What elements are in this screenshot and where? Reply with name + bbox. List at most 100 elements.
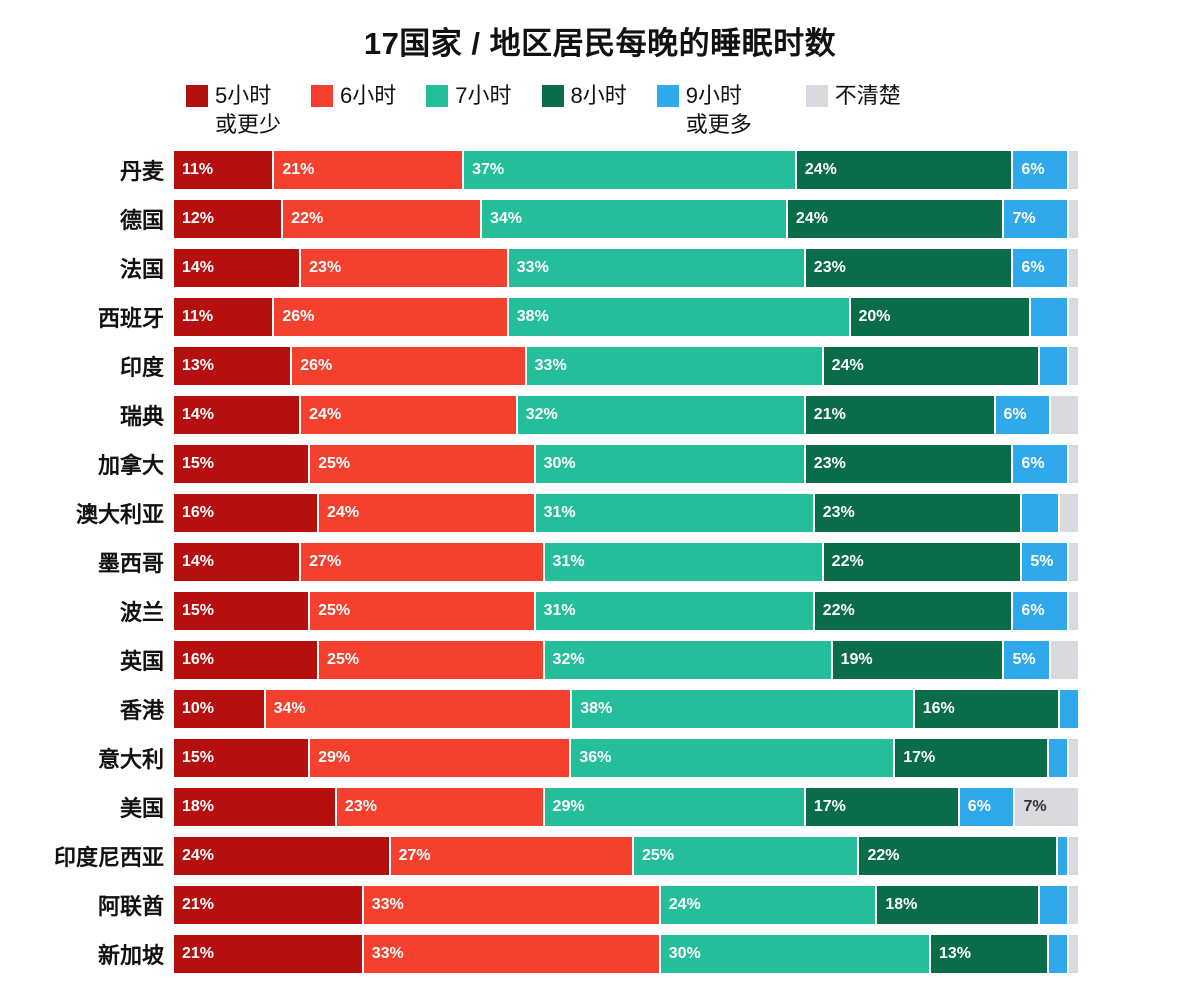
legend-label: 5小时 xyxy=(215,83,272,108)
country-label: 英国 xyxy=(119,649,164,674)
legend-item: 9小时 或更多 xyxy=(656,81,752,139)
bar-segment xyxy=(1022,494,1059,532)
segment-value-label: 23% xyxy=(822,504,855,521)
stacked-bar: 15% 29% 36% 17% xyxy=(174,739,1078,777)
stacked-bar: 14% 24% 32% 21% 6% xyxy=(174,396,1078,434)
segment-value-label: 25% xyxy=(318,602,351,619)
segment-value-label: 15% xyxy=(182,455,215,472)
bar-segment: 15% xyxy=(174,445,309,483)
segment-value-label: 34% xyxy=(489,210,522,227)
segment-value-label: 29% xyxy=(318,749,351,766)
country-label: 香港 xyxy=(119,698,164,723)
segment-value-label: 23% xyxy=(344,798,377,815)
bar-segment: 38% xyxy=(508,298,849,336)
bar-segment: 38% xyxy=(572,690,913,728)
bar-segment xyxy=(1049,739,1068,777)
stacked-bar: 14% 27% 31% 22% 5% xyxy=(174,543,1078,581)
segment-value-label: 26% xyxy=(300,357,333,374)
segment-value-label: 21% xyxy=(182,945,215,962)
bar-segment xyxy=(1060,494,1079,532)
segment-value-label: 16% xyxy=(182,504,215,521)
bar-segment: 23% xyxy=(805,445,1012,483)
segment-value-label: 6% xyxy=(1021,602,1045,619)
bar-segment: 19% xyxy=(832,641,1003,679)
bar-segment: 13% xyxy=(930,935,1048,973)
segment-value-label: 26% xyxy=(282,308,315,325)
bar-segment: 30% xyxy=(660,935,929,973)
segment-value-label: 14% xyxy=(182,406,215,423)
bar-segment: 21% xyxy=(805,396,994,434)
bar-segment: 26% xyxy=(292,347,525,385)
stacked-bar: 16% 24% 31% 23% xyxy=(174,494,1079,532)
bar-segment: 6% xyxy=(995,396,1050,434)
segment-value-label: 29% xyxy=(552,798,585,815)
bar-segment xyxy=(1069,837,1078,875)
legend-swatch-icon xyxy=(426,85,449,107)
segment-value-label: 5% xyxy=(1012,651,1036,668)
legend-swatch-icon xyxy=(805,85,828,107)
bar-segment: 6% xyxy=(1013,445,1068,483)
segment-value-label: 33% xyxy=(371,896,404,913)
stacked-bar: 21% 33% 30% 13% xyxy=(174,935,1078,973)
chart-row: 印度尼西亚 24% 27% 25% 22% xyxy=(0,837,1200,875)
segment-value-label: 10% xyxy=(182,700,215,717)
chart-row: 英国 16% 25% 32% 19% 5% xyxy=(0,641,1200,679)
bar-segment: 6% xyxy=(1013,249,1068,287)
bar-segment: 6% xyxy=(1013,592,1068,630)
legend-label: 7小时 xyxy=(455,83,512,108)
bar-segment: 31% xyxy=(544,543,822,581)
bar-segment: 18% xyxy=(174,788,335,826)
bar-segment xyxy=(1069,347,1078,385)
country-label: 西班牙 xyxy=(97,306,164,331)
legend-label: 不清楚 xyxy=(834,83,901,108)
segment-value-label: 27% xyxy=(309,553,342,570)
bar-segment: 23% xyxy=(805,249,1012,287)
chart-row: 加拿大 15% 25% 30% 23% 6% xyxy=(0,445,1200,483)
stacked-bar: 12% 22% 34% 24% 7% xyxy=(174,200,1078,238)
country-label: 波兰 xyxy=(119,600,164,625)
stacked-bar: 11% 26% 38% 20% xyxy=(174,298,1078,336)
segment-value-label: 6% xyxy=(1021,455,1045,472)
bar-segment xyxy=(1058,837,1068,875)
segment-value-label: 14% xyxy=(182,553,215,570)
segment-value-label: 20% xyxy=(858,308,891,325)
segment-value-label: 5% xyxy=(1030,553,1054,570)
bar-segment: 5% xyxy=(1022,543,1068,581)
stacked-bar: 16% 25% 32% 19% 5% xyxy=(174,641,1078,679)
stacked-bar: 18% 23% 29% 17% 6% 7% xyxy=(174,788,1079,826)
stacked-bar: 13% 26% 33% 24% xyxy=(174,347,1078,385)
segment-value-label: 24% xyxy=(182,847,215,864)
legend-item: 5小时 或更少 xyxy=(186,81,281,139)
bar-segment xyxy=(1069,298,1078,336)
segment-value-label: 12% xyxy=(182,210,215,227)
country-label: 丹麦 xyxy=(119,159,164,184)
country-label: 新加坡 xyxy=(97,943,164,968)
bar-segment xyxy=(1069,151,1078,189)
segment-value-label: 22% xyxy=(867,847,900,864)
legend-texts: 5小时 或更少 xyxy=(215,81,281,139)
legend-texts: 9小时 或更多 xyxy=(686,81,752,139)
bar-segment: 33% xyxy=(363,886,659,924)
bar-segment: 12% xyxy=(174,200,282,238)
segment-value-label: 11% xyxy=(182,308,214,325)
segment-value-label: 18% xyxy=(885,896,918,913)
bar-segment: 34% xyxy=(481,200,786,238)
stacked-bar: 11% 21% 37% 24% 6% xyxy=(174,151,1078,189)
bar-segment: 27% xyxy=(390,837,632,875)
bar-segment: 34% xyxy=(265,690,571,728)
bar-segment xyxy=(1040,347,1068,385)
segment-value-label: 24% xyxy=(804,161,837,178)
chart-row: 澳大利亚 16% 24% 31% 23% xyxy=(0,494,1200,532)
segment-value-label: 18% xyxy=(182,798,215,815)
segment-value-label: 21% xyxy=(182,896,215,913)
bar-segment xyxy=(1051,396,1078,434)
bar-segment xyxy=(1069,543,1078,581)
bar-segment: 30% xyxy=(535,445,804,483)
segment-value-label: 17% xyxy=(903,749,936,766)
bar-segment: 25% xyxy=(310,592,534,630)
segment-value-label: 13% xyxy=(938,945,971,962)
country-label: 印度 xyxy=(119,355,164,380)
bar-segment: 23% xyxy=(336,788,543,826)
legend-label: 6小时 xyxy=(340,83,397,108)
segment-value-label: 25% xyxy=(327,651,360,668)
